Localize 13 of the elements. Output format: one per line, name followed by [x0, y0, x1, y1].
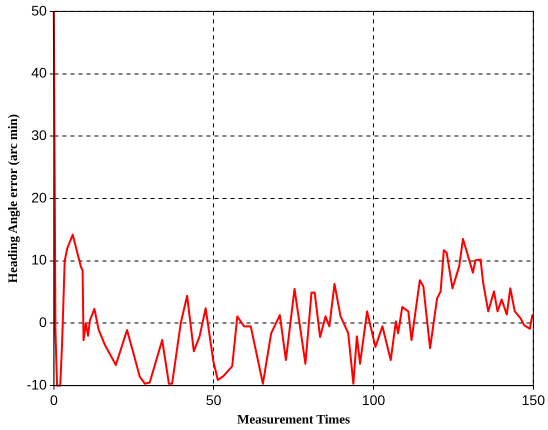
y-tick-label: 0: [39, 314, 48, 330]
x-tick-label: 150: [522, 392, 546, 408]
y-axis-title: Heading Angle error (arc min): [5, 114, 20, 283]
y-tick-label: 40: [31, 64, 48, 81]
x-axis-title: Measurement Times: [237, 412, 350, 427]
x-tick-label: 50: [206, 392, 222, 408]
y-tick-label: 30: [31, 126, 48, 143]
x-tick-label: 100: [362, 392, 386, 408]
x-tick-label: 0: [50, 392, 58, 408]
y-tick-label: 50: [31, 2, 48, 18]
y-tick-label: 20: [31, 189, 48, 206]
y-tick-label: 10: [31, 252, 48, 268]
y-tick-label: -10: [26, 376, 48, 392]
